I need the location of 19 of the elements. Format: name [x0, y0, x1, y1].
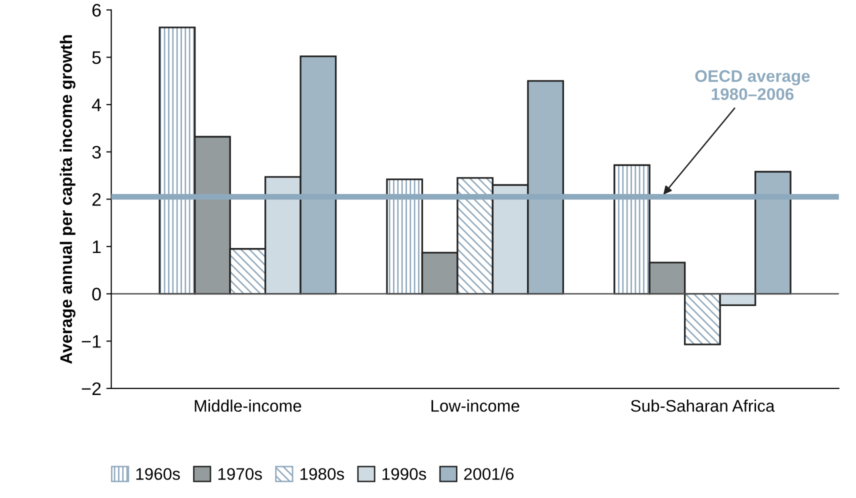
x-tick-label: Sub-Saharan Africa: [630, 400, 775, 412]
legend-label: 2001/6: [464, 468, 514, 480]
y-tick-label: 2: [92, 193, 101, 206]
y-tick-label: −1: [82, 335, 101, 348]
legend-label: 1990s: [382, 468, 426, 480]
legend-label: 1960s: [136, 468, 180, 480]
y-tick-label: 6: [92, 4, 101, 17]
y-tick-label: 0: [92, 288, 101, 301]
x-tick-label: Middle-income: [194, 400, 302, 412]
y-tick-label: 1: [92, 240, 101, 254]
ref-line-label: OECD average 1980–2006: [695, 70, 810, 100]
y-tick-label: −2: [82, 382, 101, 395]
legend-label: 1970s: [218, 468, 262, 480]
y-axis-title: Average annual per capita income growth: [60, 35, 76, 364]
legend-label: 1980s: [300, 468, 344, 480]
x-tick-label: Low-income: [432, 400, 520, 412]
y-tick-label: 5: [92, 51, 101, 64]
y-tick-label: 3: [92, 146, 101, 159]
y-tick-label: 4: [92, 98, 102, 112]
